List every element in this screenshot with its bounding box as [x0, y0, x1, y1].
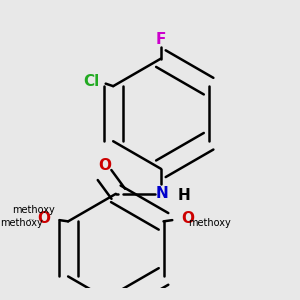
- Text: F: F: [156, 32, 166, 47]
- Text: H: H: [177, 188, 190, 202]
- Text: O: O: [181, 212, 194, 226]
- Text: O: O: [98, 158, 111, 172]
- Text: Cl: Cl: [83, 74, 99, 88]
- Text: methoxy: methoxy: [12, 205, 54, 215]
- Text: methoxy: methoxy: [29, 219, 35, 220]
- Text: methoxy: methoxy: [188, 218, 231, 228]
- Text: O: O: [38, 212, 51, 226]
- Text: methoxy: methoxy: [0, 218, 43, 228]
- Text: N: N: [156, 186, 169, 201]
